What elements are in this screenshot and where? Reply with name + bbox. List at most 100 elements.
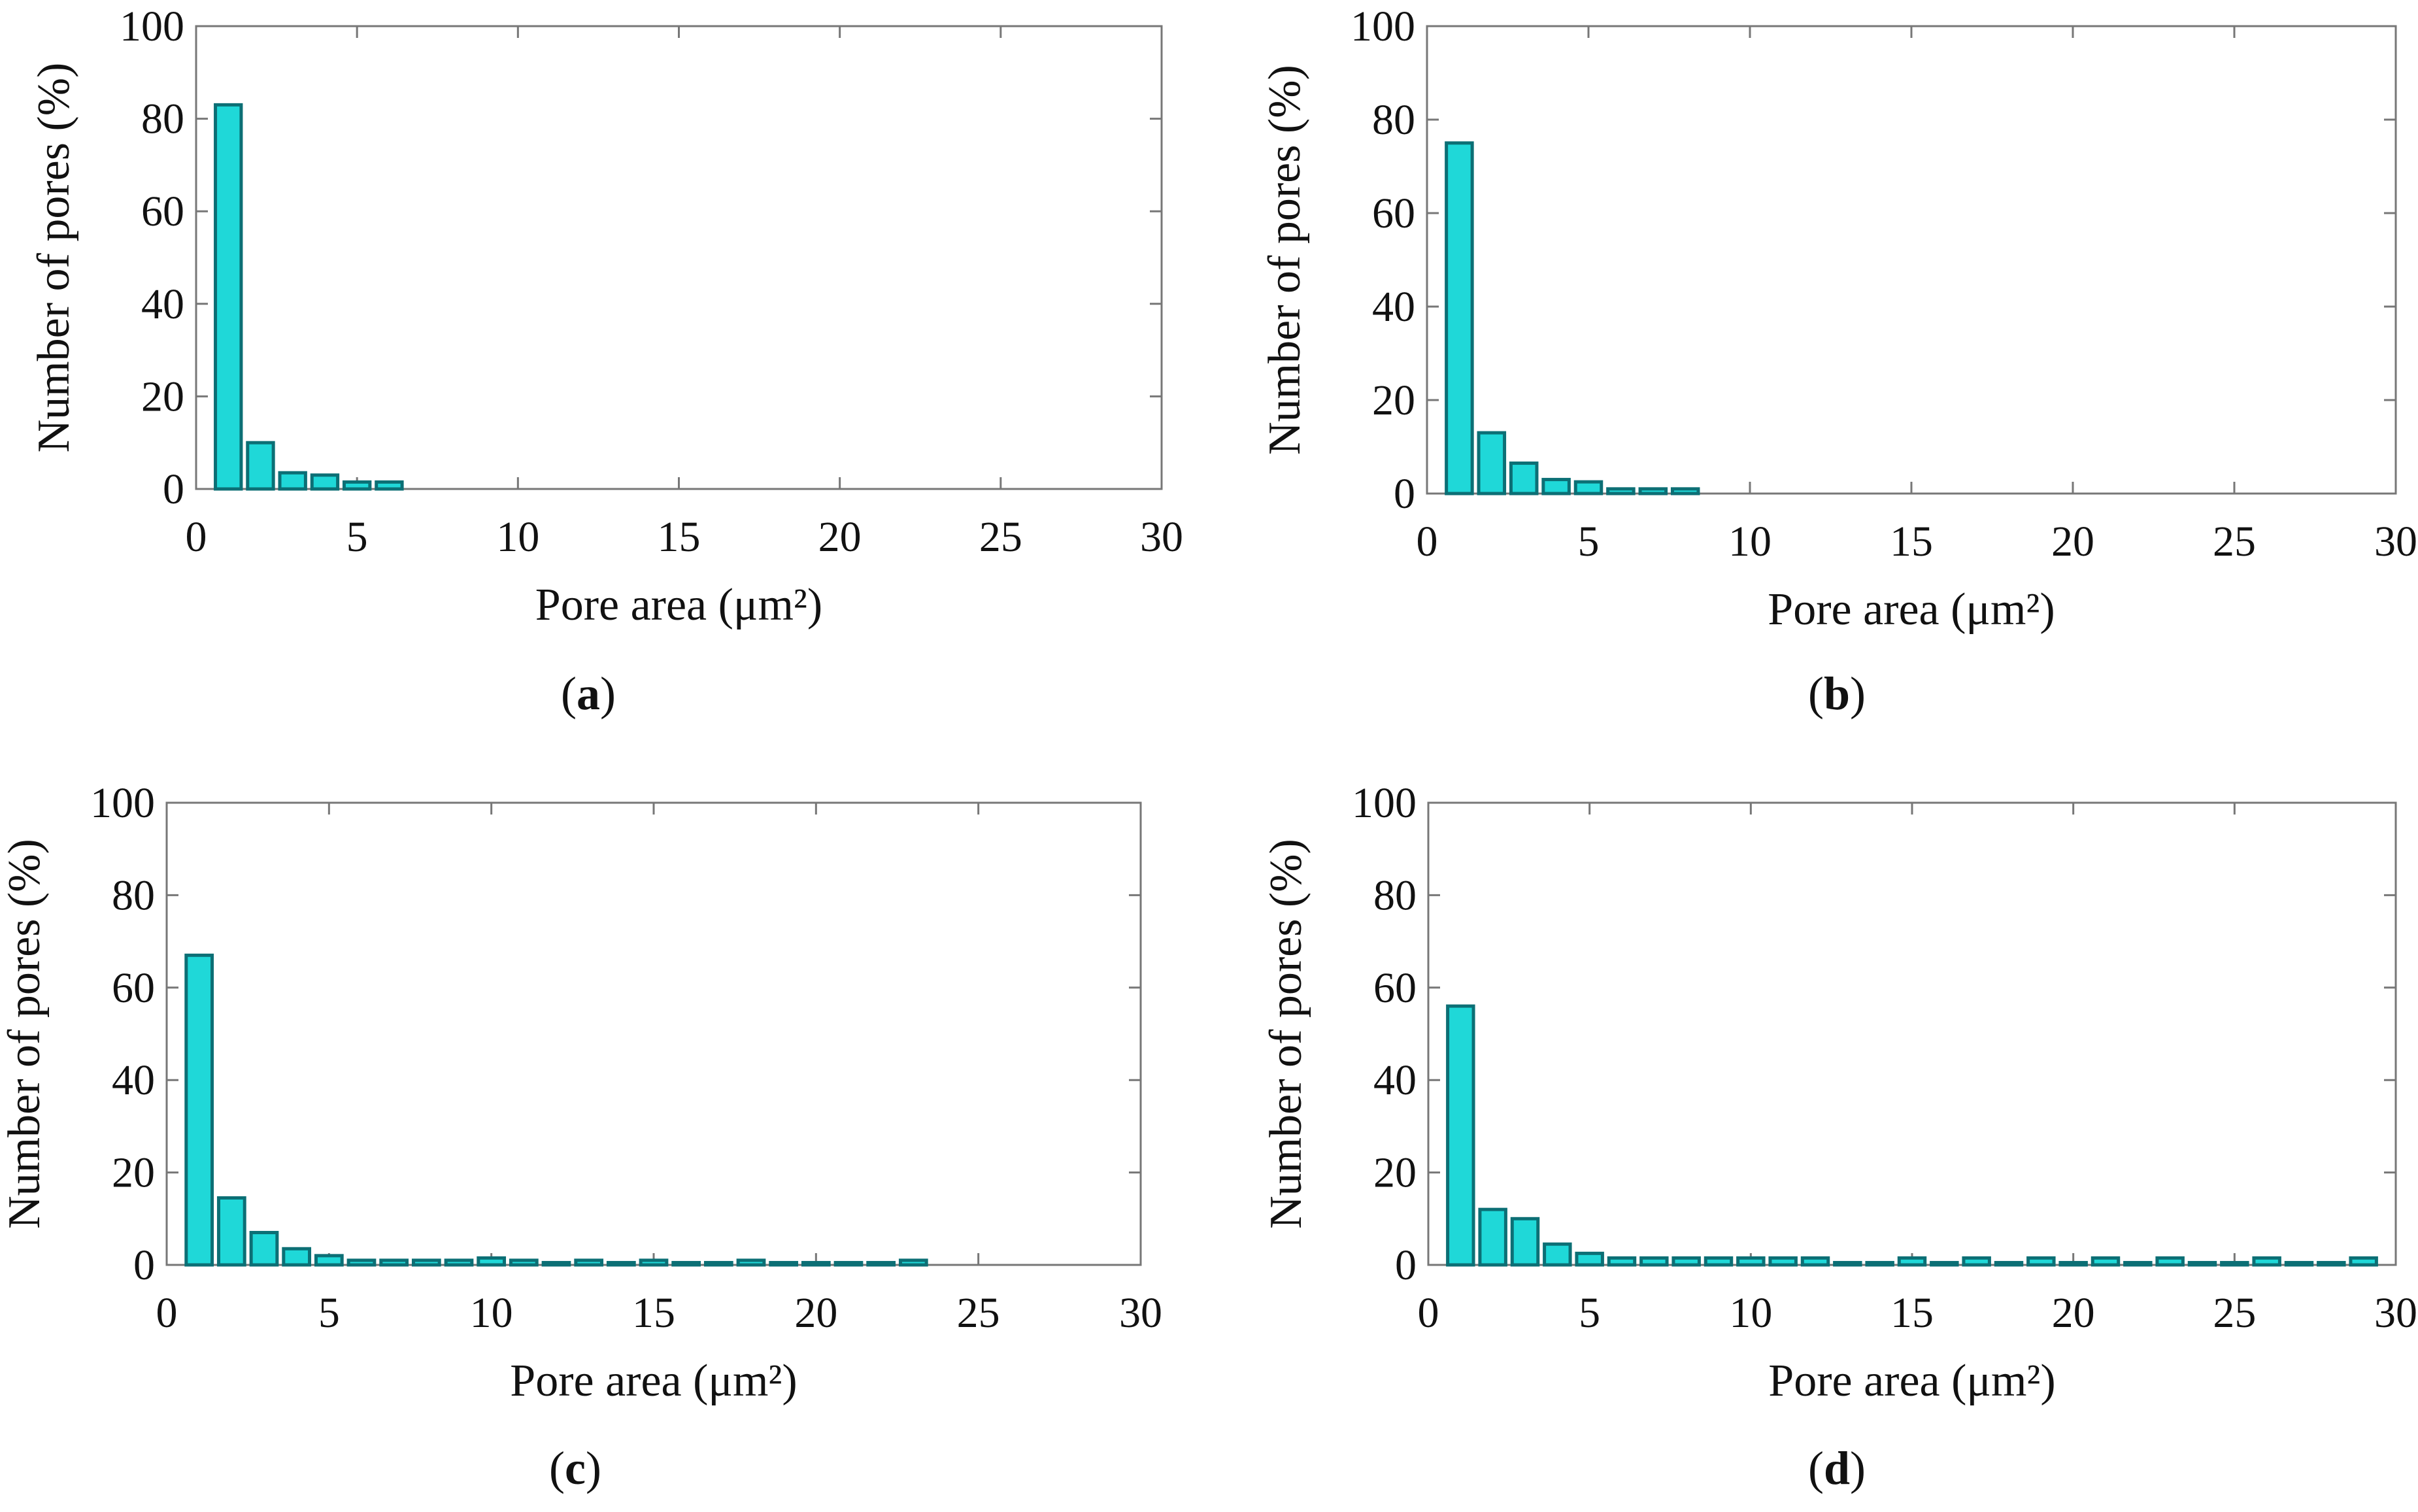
caption-letter: d <box>1824 1442 1850 1494</box>
x-tick-label: 15 <box>632 1289 675 1337</box>
bar <box>2349 1256 2378 1267</box>
bar <box>310 473 340 491</box>
bar <box>249 1231 279 1267</box>
x-tick-label: 15 <box>1890 518 1933 565</box>
bar <box>282 1247 312 1267</box>
panel-caption: (c) <box>549 1442 601 1494</box>
bar <box>1670 487 1700 496</box>
bar <box>898 1258 928 1267</box>
y-axis-label: Number of pores (%) <box>1261 839 1311 1229</box>
bar <box>2317 1260 2346 1267</box>
x-tick-label: 5 <box>1579 1289 1600 1337</box>
bar <box>671 1260 701 1267</box>
bar <box>1865 1260 1894 1267</box>
x-tick-label: 20 <box>794 1289 837 1337</box>
x-tick-label: 25 <box>2213 518 2256 565</box>
caption-close: ) <box>1850 667 1866 720</box>
bar <box>346 1258 377 1267</box>
y-tick-label: 20 <box>1372 377 1415 424</box>
panel-caption: (b) <box>1808 667 1866 720</box>
bar <box>1477 431 1507 496</box>
plot-frame <box>165 801 1142 1266</box>
bar <box>1962 1256 1991 1267</box>
bar <box>342 480 372 491</box>
bar <box>1509 462 1539 496</box>
bar <box>1478 1207 1507 1267</box>
chart-panel-c: 0 20 40 60 80 100 0 5 10 15 20 25 30 Pore area (μm²) N… <box>0 779 1162 1494</box>
bar <box>1897 1256 1927 1267</box>
x-axis-label: Pore area (μm²) <box>1768 584 2055 635</box>
y-tick-label: 80 <box>1372 96 1415 144</box>
bar <box>1510 1217 1540 1267</box>
x-tick-label: 30 <box>1140 513 1183 561</box>
bar <box>444 1258 474 1267</box>
x-tick-label: 30 <box>1119 1289 1162 1337</box>
y-axis-label: Number of pores (%) <box>1260 65 1310 455</box>
bar <box>1671 1256 1701 1267</box>
bar <box>801 1260 831 1267</box>
bar <box>769 1260 799 1267</box>
bar <box>1833 1260 1862 1267</box>
bar <box>2155 1256 2185 1267</box>
bar <box>1704 1256 1734 1267</box>
y-tick-label: 60 <box>1373 964 1417 1012</box>
bar <box>2091 1256 2121 1267</box>
bar <box>411 1258 441 1267</box>
caption-open: ( <box>549 1442 565 1494</box>
bar <box>1768 1256 1798 1267</box>
y-tick-label: 20 <box>141 373 184 420</box>
bar <box>246 441 275 491</box>
bar <box>2026 1256 2056 1267</box>
bar <box>184 953 214 1267</box>
x-tick-label: 5 <box>346 513 368 561</box>
caption-letter: a <box>577 667 600 720</box>
x-tick-label: 0 <box>1417 518 1438 565</box>
bar <box>1930 1260 1959 1267</box>
bar <box>574 1258 604 1267</box>
bar <box>509 1258 539 1267</box>
bar <box>214 103 243 491</box>
y-axis-label: Number of pores (%) <box>29 63 79 453</box>
bar <box>2187 1260 2217 1267</box>
x-tick-label: 0 <box>186 513 207 561</box>
bar <box>1446 1004 1475 1267</box>
caption-open: ( <box>561 667 577 720</box>
y-tick-label: 60 <box>112 964 155 1012</box>
bar <box>375 480 404 491</box>
x-tick-label: 30 <box>2374 518 2417 565</box>
bar <box>1606 487 1636 496</box>
x-tick-label: 20 <box>2052 1289 2095 1337</box>
y-tick-label: 0 <box>1395 1241 1417 1289</box>
bar <box>2220 1260 2249 1267</box>
x-tick-label: 10 <box>496 513 539 561</box>
caption-open: ( <box>1808 667 1824 720</box>
y-tick-label: 60 <box>141 188 184 235</box>
y-tick-label: 40 <box>112 1056 155 1104</box>
x-tick-label: 30 <box>2374 1289 2417 1337</box>
plot-frame <box>195 25 1163 490</box>
bar <box>1607 1256 1637 1267</box>
x-axis-label: Pore area (μm²) <box>535 580 822 630</box>
x-tick-label: 10 <box>1729 1289 1772 1337</box>
bar <box>703 1260 733 1267</box>
bar <box>1541 478 1571 496</box>
x-axis-label: Pore area (μm²) <box>1768 1356 2055 1406</box>
bar <box>314 1254 344 1267</box>
bar <box>477 1256 507 1267</box>
y-tick-label: 40 <box>1373 1056 1417 1104</box>
chart-panel-d: 0 20 40 60 80 100 0 5 10 15 20 25 30 Pore area (μm²) N… <box>1261 779 2417 1494</box>
bar <box>736 1258 766 1267</box>
x-tick-label: 5 <box>1578 518 1600 565</box>
bar <box>2123 1260 2153 1267</box>
plot-frame <box>1427 801 2397 1266</box>
y-tick-label: 80 <box>112 871 155 919</box>
x-tick-label: 5 <box>318 1289 340 1337</box>
y-tick-label: 20 <box>1373 1149 1417 1197</box>
y-tick-label: 0 <box>133 1241 155 1289</box>
panel-caption: (d) <box>1808 1442 1866 1494</box>
panel-caption: (a) <box>561 667 616 720</box>
bar <box>606 1260 636 1267</box>
y-tick-label: 20 <box>112 1149 155 1197</box>
x-tick-label: 20 <box>2051 518 2094 565</box>
